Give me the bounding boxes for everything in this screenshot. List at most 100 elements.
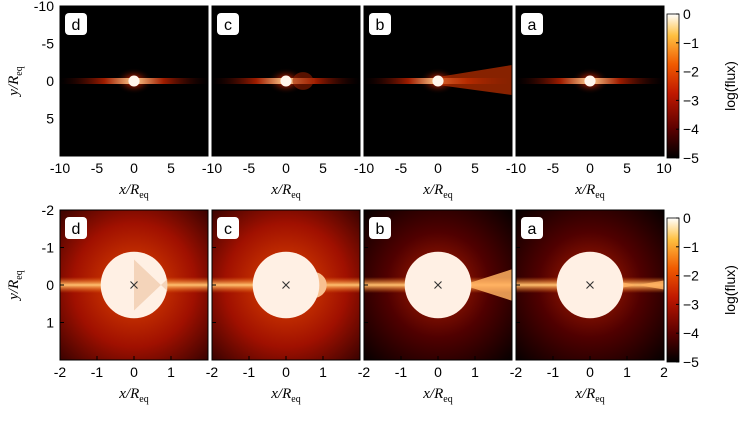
star xyxy=(128,75,140,87)
colorbar-tick-label: −4 xyxy=(683,121,699,137)
colorbar-tick-label: −1 xyxy=(683,239,699,255)
colorbar-tick-label: −5 xyxy=(683,150,699,166)
colorbar-tick-label: −5 xyxy=(683,354,699,370)
stream xyxy=(134,259,168,311)
x-tick-label: 0 xyxy=(434,364,442,380)
panel-label-box xyxy=(521,217,543,239)
x-tick-label: 5 xyxy=(623,160,631,176)
center-marker xyxy=(586,281,594,289)
panel-a: a xyxy=(515,209,665,361)
x-tick-label: 0 xyxy=(586,160,594,176)
star xyxy=(432,75,444,87)
x-tick-label: 0 xyxy=(434,160,442,176)
x-tick-label: 0 xyxy=(282,160,290,176)
panel-label: a xyxy=(528,221,537,238)
x-tick-label: -10 xyxy=(202,160,222,176)
panel-b: b xyxy=(363,209,513,361)
y-tick-label: 1 xyxy=(46,315,54,331)
colorbar-tick-label: −3 xyxy=(683,296,699,312)
colorbar-tick-label: 0 xyxy=(683,210,691,226)
panel-b: b xyxy=(363,5,513,157)
star xyxy=(280,75,292,87)
center-marker xyxy=(282,281,290,289)
x-tick-label: 5 xyxy=(471,160,479,176)
colorbar-tick-label: −2 xyxy=(683,64,699,80)
x-axis-label: x/Req xyxy=(118,182,148,201)
colorbar-label: log(flux) xyxy=(722,61,738,111)
x-tick-label: -2 xyxy=(206,364,219,380)
stream xyxy=(438,65,512,95)
y-tick-label: -2 xyxy=(42,202,55,218)
x-tick-label: -10 xyxy=(354,160,374,176)
y-tick-label: 5 xyxy=(46,111,54,127)
stream xyxy=(292,72,314,90)
x-tick-label: -5 xyxy=(91,160,104,176)
x-tick-label: 5 xyxy=(319,160,327,176)
x-tick-label: -5 xyxy=(547,160,560,176)
y-tick-label: -10 xyxy=(34,0,54,14)
x-axis-label: x/Req xyxy=(574,386,604,405)
panel-label: d xyxy=(72,17,81,34)
colorbar-label: log(flux) xyxy=(722,265,738,315)
panel-label: d xyxy=(72,221,81,238)
panel-label-box xyxy=(369,217,391,239)
panel-c: c xyxy=(211,5,361,157)
x-axis-label: x/Req xyxy=(118,386,148,405)
panel-d: d xyxy=(59,209,209,361)
panel-label-box xyxy=(369,13,391,35)
colorbar xyxy=(666,13,680,159)
panel-label-box xyxy=(65,13,87,35)
center-marker xyxy=(434,281,442,289)
x-axis-label: x/Req xyxy=(574,182,604,201)
x-tick-label: 5 xyxy=(167,160,175,176)
y-axis-label: y/Req xyxy=(6,66,25,97)
colorbar-tick-label: −4 xyxy=(683,325,699,341)
center-marker xyxy=(130,281,138,289)
panel-a: a xyxy=(515,5,665,157)
y-tick-label: 0 xyxy=(46,73,54,89)
x-tick-label: 0 xyxy=(130,160,138,176)
panel-label-box xyxy=(65,217,87,239)
panel-d: d xyxy=(59,5,209,157)
panel-label: c xyxy=(224,221,232,238)
colorbar-tick-label: 0 xyxy=(683,6,691,22)
colorbar-tick-label: −3 xyxy=(683,92,699,108)
x-tick-label: 1 xyxy=(623,364,631,380)
x-tick-label: -2 xyxy=(358,364,371,380)
panel-c: c xyxy=(211,209,361,361)
y-axis-label: y/Req xyxy=(6,270,25,301)
x-tick-label: -1 xyxy=(91,364,104,380)
x-tick-label: -5 xyxy=(395,160,408,176)
colorbar-tick-label: −1 xyxy=(683,35,699,51)
x-tick-label: 1 xyxy=(319,364,327,380)
y-tick-label: 0 xyxy=(46,277,54,293)
panel-label-box xyxy=(521,13,543,35)
y-tick-label: -1 xyxy=(42,240,55,256)
stream xyxy=(438,269,512,301)
panel-label: c xyxy=(224,17,232,34)
x-tick-label: -2 xyxy=(54,364,67,380)
x-tick-label: -1 xyxy=(395,364,408,380)
x-tick-label: 10 xyxy=(656,160,672,176)
panel-label: b xyxy=(376,17,385,34)
panel-label-box xyxy=(217,217,239,239)
x-tick-label: -2 xyxy=(510,364,523,380)
x-axis-label: x/Req xyxy=(270,182,300,201)
panel-label: a xyxy=(528,17,537,34)
x-tick-label: -10 xyxy=(50,160,70,176)
x-tick-label: 0 xyxy=(586,364,594,380)
x-axis-label: x/Req xyxy=(422,386,452,405)
panel-label: b xyxy=(376,221,385,238)
y-tick-label: -5 xyxy=(42,36,55,52)
x-tick-label: -1 xyxy=(547,364,560,380)
colorbar xyxy=(666,217,680,363)
x-tick-label: -5 xyxy=(243,160,256,176)
panel-label-box xyxy=(217,13,239,35)
x-tick-label: 0 xyxy=(282,364,290,380)
x-tick-label: 2 xyxy=(660,364,668,380)
x-tick-label: 1 xyxy=(167,364,175,380)
x-tick-label: -1 xyxy=(243,364,256,380)
